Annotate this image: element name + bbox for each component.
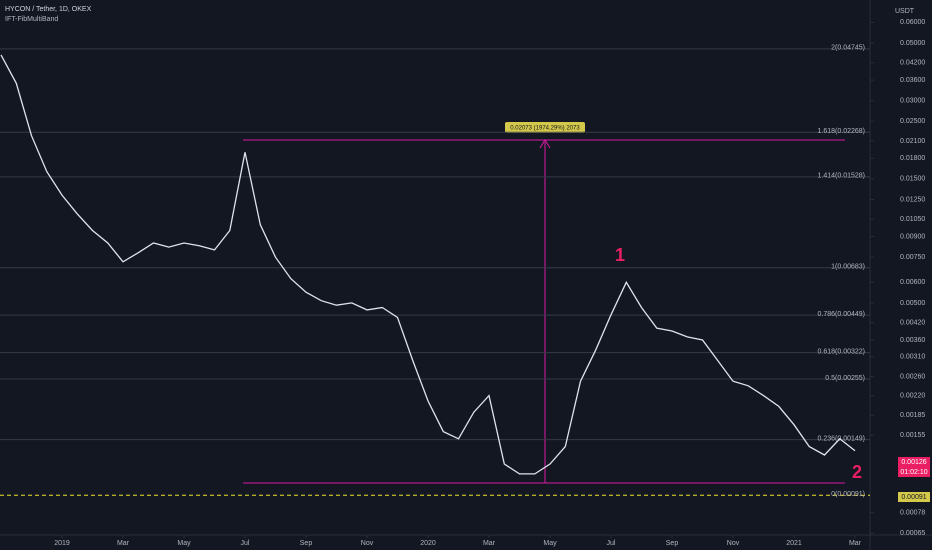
y-tick-label: 0.04200 — [900, 60, 925, 67]
wave-label: 1 — [615, 245, 625, 265]
indicator-name: IFT-FibMultiBand — [5, 16, 58, 23]
wave-label: 2 — [852, 462, 862, 482]
fib-label: 0.618(0.00322) — [818, 348, 865, 355]
fib-label: 0.786(0.00449) — [818, 311, 865, 318]
x-tick-label: 2020 — [420, 540, 436, 547]
fib-label: 0.5(0.00255) — [825, 375, 865, 382]
x-tick-label: Mar — [483, 540, 496, 547]
fib-zero-box — [898, 492, 930, 502]
y-tick-label: 0.01800 — [900, 155, 925, 162]
y-tick-label: 0.01500 — [900, 176, 925, 183]
x-tick-label: Sep — [300, 540, 313, 547]
y-tick-label: 0.00078 — [900, 510, 925, 517]
fib-zero-label: 0.00091 — [901, 494, 926, 501]
y-tick-label: 0.00600 — [900, 279, 925, 286]
y-tick-label: 0.03600 — [900, 77, 925, 84]
x-tick-label: Jul — [241, 540, 250, 547]
fib-label: 0.236(0.00149) — [818, 435, 865, 442]
y-tick-label: 0.02100 — [900, 138, 925, 145]
x-tick-label: 2019 — [54, 540, 70, 547]
y-tick-label: 0.00185 — [900, 412, 925, 419]
y-tick-label: 0.00900 — [900, 233, 925, 240]
x-tick-label: May — [177, 540, 191, 547]
y-tick-label: 0.00260 — [900, 374, 925, 381]
price-label: 0.00126 — [901, 459, 926, 466]
x-tick-label: 2021 — [786, 540, 802, 547]
measure-box — [505, 122, 585, 133]
y-tick-label: 0.05000 — [900, 40, 925, 47]
x-tick-label: Jul — [607, 540, 616, 547]
x-tick-label: Sep — [666, 540, 679, 547]
countdown: 01:02:10 — [900, 469, 927, 476]
y-tick-label: 0.00310 — [900, 354, 925, 361]
y-tick-label: 0.00750 — [900, 254, 925, 261]
fib-label: 2(0.04745) — [831, 45, 865, 52]
fib-label: 1.618(0.02268) — [818, 128, 865, 135]
y-tick-label: 0.02500 — [900, 118, 925, 125]
price-line — [0, 54, 856, 475]
y-tick-label: 0.00360 — [900, 337, 925, 344]
x-tick-label: May — [543, 540, 557, 547]
fib-label: 0(0.00091) — [831, 491, 865, 498]
y-tick-label: 0.01050 — [900, 216, 925, 223]
y-tick-label: 0.01250 — [900, 196, 925, 203]
x-tick-label: Nov — [361, 540, 374, 547]
y-tick-label: 0.00220 — [900, 392, 925, 399]
x-tick-label: Nov — [727, 540, 740, 547]
measure-label: 0.02073 (1974.29%) 2073 — [510, 126, 580, 132]
fib-label: 1(0.00683) — [831, 264, 865, 271]
y-tick-label: 0.00420 — [900, 319, 925, 326]
fib-label: 1.414(0.01528) — [818, 173, 865, 180]
y-tick-label: 0.00500 — [900, 300, 925, 307]
x-tick-label: Mar — [849, 540, 862, 547]
chart-title: HYCON / Tether, 1D, OKEX — [5, 6, 92, 13]
y-tick-label: 0.03000 — [900, 97, 925, 104]
y-tick-label: 0.00065 — [900, 530, 925, 537]
y-tick-label: 0.06000 — [900, 19, 925, 26]
price-box — [898, 457, 930, 477]
axis-unit: USDT — [895, 8, 915, 15]
arrow-head — [539, 139, 551, 149]
y-tick-label: 0.00155 — [900, 432, 925, 439]
x-tick-label: Mar — [117, 540, 130, 547]
